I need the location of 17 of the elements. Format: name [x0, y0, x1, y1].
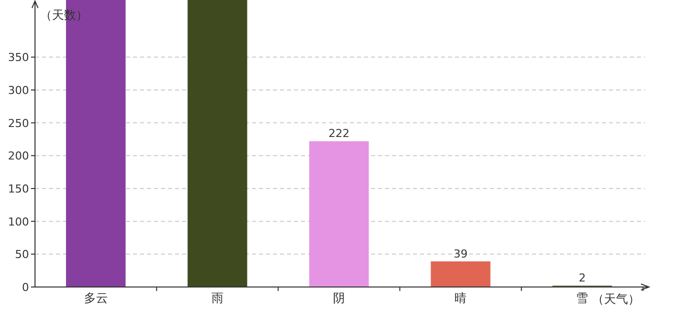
y-tick-label: 200 — [8, 150, 29, 163]
y-tick-label: 0 — [22, 281, 29, 294]
x-tick-label: 晴 — [454, 291, 467, 305]
y-tick-label: 350 — [8, 51, 29, 64]
y-tick-label: 250 — [8, 116, 29, 130]
data-label: 2 — [578, 272, 586, 285]
x-tick-label: 阴 — [333, 291, 345, 305]
y-tick-label: 300 — [8, 84, 29, 97]
x-axis-title: （天气） — [592, 292, 640, 306]
y-tick-label: 50 — [15, 248, 29, 262]
data-label: 39 — [454, 247, 468, 260]
y-tick-label: 150 — [8, 182, 29, 196]
y-tick-label: 100 — [8, 215, 29, 228]
x-tick-label: 雨 — [211, 291, 224, 305]
x-tick-label: 雪 — [576, 291, 588, 305]
x-tick-label: 多云 — [84, 291, 108, 305]
data-label: 222 — [328, 127, 350, 140]
